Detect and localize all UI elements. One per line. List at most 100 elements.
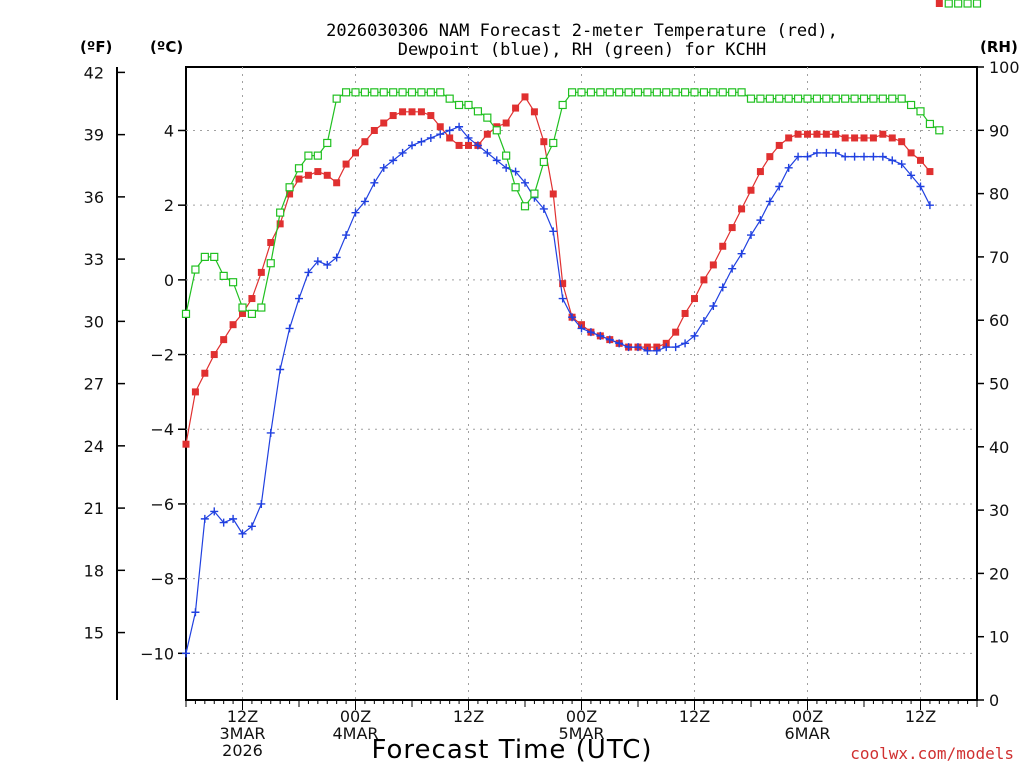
dewpoint-point bbox=[652, 346, 661, 355]
temperature-point bbox=[747, 186, 755, 194]
temperature-point bbox=[841, 134, 849, 142]
rh-point bbox=[276, 208, 285, 217]
temperature-point bbox=[700, 276, 708, 284]
temperature-point bbox=[888, 134, 896, 142]
dewpoint-point bbox=[332, 253, 341, 262]
temperature-point bbox=[408, 108, 416, 116]
rh-point bbox=[398, 88, 407, 97]
rh-point bbox=[407, 88, 417, 97]
rh-point bbox=[718, 88, 727, 97]
rh-point bbox=[200, 252, 209, 261]
rh-point bbox=[210, 252, 219, 261]
temperature-point bbox=[775, 141, 783, 149]
rh-point bbox=[869, 94, 878, 103]
dewpoint-point bbox=[417, 137, 426, 146]
time-tick-label: 12Z bbox=[453, 707, 484, 726]
dewpoint-point bbox=[737, 249, 746, 258]
rh-point bbox=[426, 88, 435, 97]
rh-point bbox=[897, 94, 906, 103]
rh-point bbox=[238, 303, 247, 312]
dewpoint-point bbox=[379, 163, 388, 172]
rh-point bbox=[228, 278, 238, 287]
temperature-point bbox=[455, 141, 463, 149]
fahrenheit-tick-label: 24 bbox=[84, 437, 104, 456]
data-series bbox=[182, 0, 982, 658]
time-tick-label: 4MAR bbox=[332, 724, 378, 743]
rh-point bbox=[859, 94, 869, 103]
rh-tick-label: 50 bbox=[989, 375, 1009, 394]
temperature-point bbox=[549, 190, 557, 198]
rh-point bbox=[586, 88, 596, 97]
dewpoint-point bbox=[276, 365, 285, 374]
dewpoint-point bbox=[436, 130, 445, 139]
fahrenheit-unit-label: (ºF) bbox=[80, 38, 112, 56]
rh-point bbox=[567, 88, 577, 97]
rh-point bbox=[812, 94, 822, 103]
dewpoint-point bbox=[907, 171, 916, 180]
rh-tick-label: 30 bbox=[989, 501, 1009, 520]
dewpoint-point bbox=[549, 227, 558, 236]
fahrenheit-tick-label: 21 bbox=[84, 499, 104, 518]
dewpoint-point bbox=[841, 152, 850, 161]
rh-point bbox=[737, 88, 746, 97]
time-tick-label: 12Z bbox=[905, 707, 936, 726]
rh-tick-label: 70 bbox=[989, 248, 1009, 267]
rh-point bbox=[680, 88, 690, 97]
temperature-point bbox=[446, 134, 454, 142]
temperature-point bbox=[822, 130, 830, 138]
dewpoint-point bbox=[916, 182, 925, 191]
rh-point bbox=[445, 94, 454, 103]
time-tick-label: 00Z bbox=[566, 707, 597, 726]
temperature-point bbox=[229, 321, 237, 329]
dewpoint-point bbox=[586, 328, 595, 337]
temperature-point bbox=[333, 179, 341, 187]
rh-point bbox=[454, 100, 464, 110]
celsius-tick-label: −6 bbox=[150, 495, 174, 514]
dewpoint-point bbox=[426, 133, 435, 142]
dewpoint-point bbox=[812, 148, 821, 157]
dewpoint-point bbox=[539, 204, 548, 213]
dewpoint-point bbox=[398, 148, 407, 157]
rh-point bbox=[746, 94, 756, 103]
dewpoint-point bbox=[445, 126, 454, 135]
temperature-point bbox=[691, 295, 698, 303]
rh-point bbox=[954, 0, 963, 8]
rh-point bbox=[850, 94, 859, 103]
dewpoint-point bbox=[492, 156, 501, 165]
rh-point bbox=[332, 94, 341, 103]
temperature-point bbox=[502, 119, 510, 127]
rh-point bbox=[464, 100, 473, 110]
dewpoint-point bbox=[266, 428, 275, 437]
temperature-point bbox=[728, 224, 736, 232]
rh-point bbox=[370, 88, 379, 97]
temperature-point bbox=[370, 126, 378, 134]
temperature-point bbox=[427, 112, 435, 120]
dewpoint-point bbox=[389, 156, 398, 165]
dewpoint-point bbox=[408, 141, 416, 150]
rh-point bbox=[944, 0, 953, 8]
temperature-point bbox=[719, 242, 727, 250]
axis-ticks: −10−8−6−4−202415182124273033363942010203… bbox=[84, 58, 1020, 760]
temperature-point bbox=[860, 134, 868, 142]
rh-point bbox=[605, 88, 614, 97]
temperature-point bbox=[851, 134, 859, 142]
rh-point bbox=[596, 88, 605, 97]
dewpoint-point bbox=[558, 294, 567, 303]
dewpoint-point bbox=[925, 201, 934, 210]
temperature-point bbox=[465, 141, 472, 149]
rh-point bbox=[916, 107, 925, 116]
rh-point bbox=[841, 94, 850, 103]
temperature-point bbox=[286, 190, 294, 198]
temperature-point bbox=[794, 130, 802, 138]
rh-point bbox=[690, 88, 699, 97]
rh-unit-label: (RH) bbox=[980, 38, 1018, 56]
rh-point bbox=[191, 265, 200, 274]
rh-tick-label: 90 bbox=[989, 121, 1009, 140]
rh-point bbox=[662, 88, 671, 97]
celsius-tick-label: 4 bbox=[164, 121, 174, 140]
rh-tick-label: 100 bbox=[989, 58, 1020, 77]
rh-point bbox=[925, 119, 935, 129]
temperature-point bbox=[766, 153, 774, 161]
rh-point bbox=[775, 94, 784, 103]
rh-point bbox=[765, 94, 774, 103]
